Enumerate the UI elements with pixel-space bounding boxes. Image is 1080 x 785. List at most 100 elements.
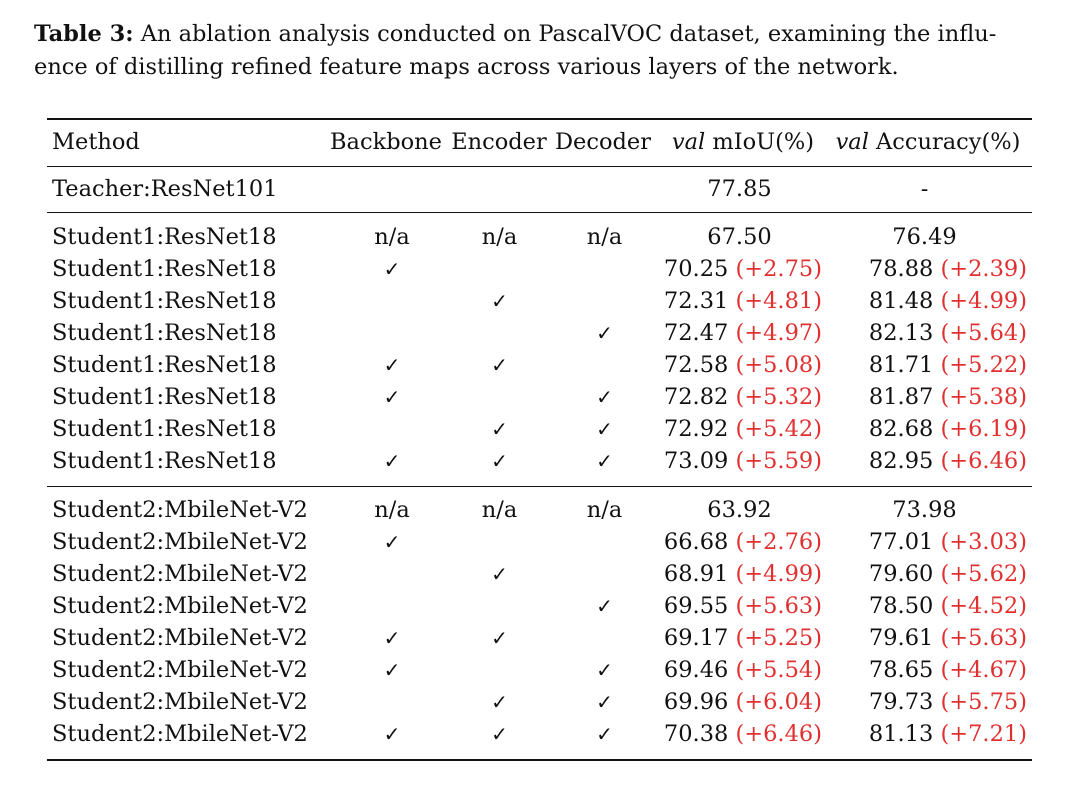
method-cell: Student2:MbileNet-V2 [52,529,308,555]
caption-text-line2: ence of distilling refined feature maps … [34,54,899,80]
encoder-cell [447,253,552,285]
miou-cell: 72.92 (+5.42) [657,413,822,445]
table-row: Student1:ResNet18 ✓ ✓ ✓ 73.09 (+5.59) 82.95 (… [47,445,1032,477]
table-row: Student2:MbileNet-V2 ✓ 68.91 (+4.99) 79.60 … [47,558,1032,590]
encoder-cell: ✓ [491,626,508,650]
miou-gain: (+4.97) [735,320,822,346]
miou-gain: (+4.81) [735,288,822,314]
accuracy-value: 81.87 [868,384,934,410]
method-cell: Student2:MbileNet-V2 [52,689,308,715]
miou-value: 66.68 [663,529,729,555]
decoder-cell: ✓ [596,321,613,345]
miou-gain: (+5.54) [735,657,822,683]
accuracy-gain: (+6.19) [940,416,1027,442]
method-cell: Student1:ResNet18 [52,448,277,474]
accuracy-gain: (+5.62) [940,561,1027,587]
backbone-cell [337,590,447,622]
miou-gain: (+5.63) [735,593,822,619]
caption-label: Table 3: [34,21,134,47]
accuracy-value: 73.98 [892,497,957,523]
table-row: Student2:MbileNet-V2 ✓ ✓ 69.17 (+5.25) 79.61… [47,622,1032,654]
miou-cell: 70.38 (+6.46) [657,718,822,750]
miou-value: 69.46 [663,657,729,683]
miou-gain: (+6.04) [735,689,822,715]
backbone-cell [337,558,447,590]
miou-cell: 73.09 (+5.59) [657,445,822,477]
miou-cell: 69.96 (+6.04) [657,686,822,718]
method-cell: Student1:ResNet18 [52,352,277,378]
backbone-cell: ✓ [383,257,401,281]
method-cell: Student1:ResNet18 [52,320,277,346]
miou-value: 72.47 [663,320,729,346]
header-accuracy: val Accuracy(%) [827,126,1029,158]
header-accuracy-label: Accuracy(%) [876,129,1021,155]
accuracy-cell: 82.95 (+6.46) [822,445,1027,477]
miou-cell: 67.50 [657,221,822,253]
decoder-cell: ✓ [596,449,613,473]
accuracy-value: 76.49 [892,224,957,250]
teacher-method: Teacher:ResNet101 [52,176,278,202]
decoder-cell [552,253,657,285]
miou-gain: (+5.25) [735,625,822,651]
table-row: Student1:ResNet18 n/a n/a n/a 67.50 76.49 [47,221,1032,253]
miou-value: 67.50 [707,224,772,250]
backbone-cell: n/a [374,497,410,523]
decoder-cell: n/a [586,224,623,250]
accuracy-value: 78.88 [868,256,934,282]
miou-gain: (+5.42) [735,416,822,442]
accuracy-value: 79.61 [868,625,934,651]
accuracy-cell: 76.49 [822,221,1027,253]
teacher-accuracy: - [920,176,929,202]
accuracy-cell: 81.87 (+5.38) [822,381,1027,413]
encoder-cell: ✓ [491,690,508,714]
decoder-cell [552,558,657,590]
decoder-cell: ✓ [596,690,613,714]
header-method: Method [52,129,140,155]
accuracy-cell: 79.61 (+5.63) [822,622,1027,654]
teacher-miou: 77.85 [707,176,772,202]
miou-value: 70.38 [663,721,729,747]
accuracy-gain: (+5.63) [940,625,1027,651]
backbone-cell: ✓ [383,626,401,650]
accuracy-gain: (+4.52) [940,593,1027,619]
method-cell: Student2:MbileNet-V2 [52,657,308,683]
decoder-cell: ✓ [596,385,613,409]
miou-value: 73.09 [663,448,729,474]
bottom-rule [47,759,1032,761]
miou-value: 70.25 [663,256,729,282]
miou-cell: 72.82 (+5.32) [657,381,822,413]
table-row: Student1:ResNet18 ✓ ✓ 72.92 (+5.42) 82.68 (+… [47,413,1032,445]
miou-gain: (+5.08) [735,352,822,378]
accuracy-gain: (+4.67) [940,657,1027,683]
header-rule [47,166,1032,167]
header-backbone: Backbone [330,129,442,155]
method-cell: Student2:MbileNet-V2 [52,497,308,523]
table-row: Student2:MbileNet-V2 ✓ 66.68 (+2.76) 77.01 … [47,526,1032,558]
backbone-cell [337,413,447,445]
miou-value: 69.55 [663,593,729,619]
encoder-cell: ✓ [491,562,508,586]
method-cell: Student1:ResNet18 [52,288,277,314]
header-encoder: Encoder [451,129,547,155]
teacher-row: Teacher:ResNet101 77.85 - [47,173,1032,205]
accuracy-value: 78.50 [868,593,934,619]
backbone-cell: ✓ [383,449,401,473]
method-cell: Student2:MbileNet-V2 [52,625,308,651]
accuracy-gain: (+2.39) [940,256,1027,282]
miou-cell: 66.68 (+2.76) [657,526,822,558]
table-row: Student1:ResNet18 ✓ 72.31 (+4.81) 81.48 (+4… [47,285,1032,317]
table-row: Student1:ResNet18 ✓ 72.47 (+4.97) 82.13 (+5… [47,317,1032,349]
method-cell: Student1:ResNet18 [52,256,277,282]
decoder-cell: ✓ [596,417,613,441]
accuracy-cell: 78.88 (+2.39) [822,253,1027,285]
miou-cell: 72.47 (+4.97) [657,317,822,349]
decoder-cell [552,622,657,654]
encoder-cell: ✓ [491,417,508,441]
miou-gain: (+5.59) [735,448,822,474]
decoder-cell: ✓ [596,594,613,618]
group-rule [47,486,1032,487]
miou-cell: 69.46 (+5.54) [657,654,822,686]
accuracy-value: 82.13 [868,320,934,346]
accuracy-gain: (+5.64) [940,320,1027,346]
